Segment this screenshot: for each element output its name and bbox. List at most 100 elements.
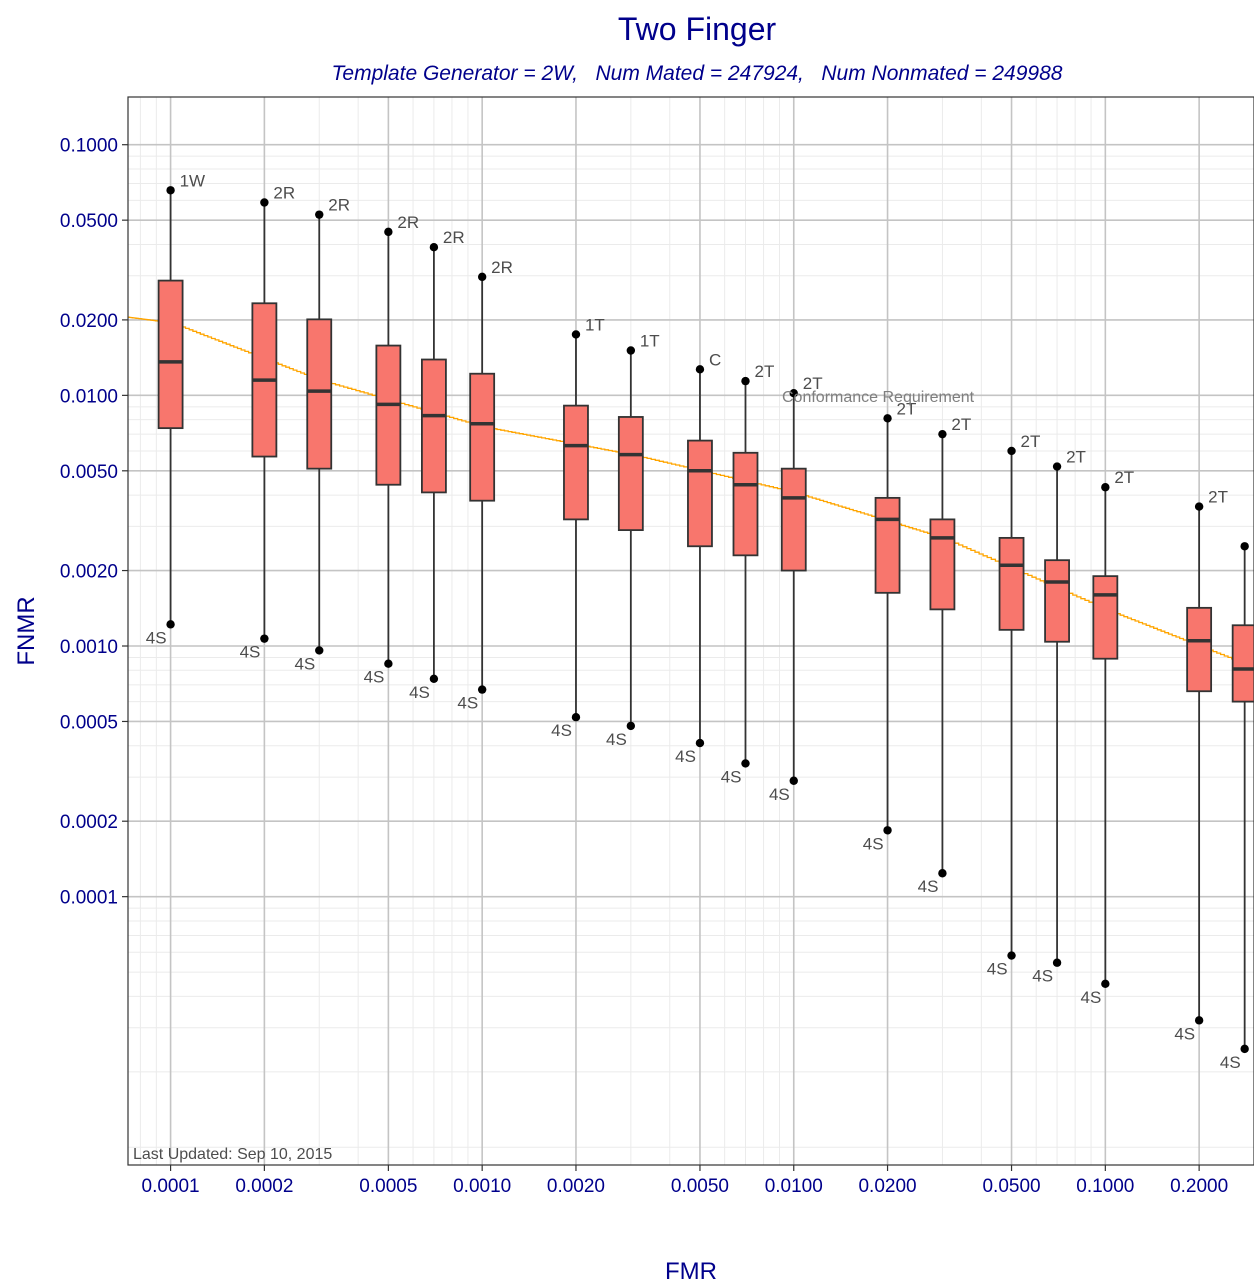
iqr-box <box>998 536 1025 631</box>
x-tick-label: 0.0001 <box>142 1176 200 1197</box>
y-tick-label: 0.0200 <box>60 311 118 332</box>
min-point-label: 4S <box>863 834 884 853</box>
last-updated-note: Last Updated: Sep 10, 2015 <box>133 1146 332 1163</box>
conformance-requirement-label: Conformance Requirement <box>782 389 975 406</box>
iqr-box <box>469 372 496 502</box>
max-point-label: 1W <box>180 171 206 190</box>
min-point <box>1007 951 1016 960</box>
max-point <box>883 414 892 423</box>
max-point-label: 2T <box>897 399 917 418</box>
min-point-label: 4S <box>364 668 385 687</box>
min-point-label: 4S <box>146 628 167 647</box>
min-point <box>1101 979 1110 989</box>
y-axis-ticks: 0.1000 0.0500 0.0200 0.0100 0.0050 0.0020 0.00… <box>60 136 128 909</box>
max-point-label: 2T <box>754 362 774 381</box>
max-point-label: 2T <box>951 415 971 434</box>
y-tick-label: 0.0002 <box>60 812 118 833</box>
min-point <box>938 869 947 878</box>
iqr-box <box>375 344 402 486</box>
max-point-label: 2T <box>1066 448 1086 467</box>
y-tick-label: 0.0005 <box>60 712 118 733</box>
y-tick-label: 0.0100 <box>60 386 118 407</box>
iqr-box <box>1092 575 1119 660</box>
max-point-label: 2R <box>273 184 295 203</box>
min-point-label: 4S <box>1174 1024 1195 1043</box>
max-point <box>938 429 947 439</box>
boxplot <box>469 272 496 694</box>
y-tick-label: 0.0500 <box>60 211 118 232</box>
iqr-box <box>563 404 589 521</box>
max-point-label: C <box>709 350 721 369</box>
min-point <box>384 659 393 668</box>
min-point-label: 4S <box>606 730 627 749</box>
y-tick-label: 0.0050 <box>60 462 118 483</box>
max-point-label: 2R <box>328 196 350 215</box>
x-axis-ticks: 0.0001 0.0002 0.0005 0.0010 0.0020 0.0050 0.01… <box>142 1165 1228 1197</box>
min-point <box>571 712 581 722</box>
iqr-box <box>929 518 956 611</box>
x-tick-label: 0.0200 <box>858 1176 916 1197</box>
max-point-label: 2R <box>491 258 513 277</box>
iqr-box <box>1231 624 1254 703</box>
max-point-label: 2T <box>803 374 823 393</box>
x-tick-label: 0.1000 <box>1076 1176 1134 1197</box>
min-point <box>695 738 705 748</box>
min-point <box>883 826 892 835</box>
plot-border <box>127 96 1254 1166</box>
max-point <box>695 365 705 374</box>
iqr-box <box>780 467 807 572</box>
boxplot <box>1186 502 1213 1025</box>
y-tick-label: 0.0001 <box>60 888 118 909</box>
min-point-label: 4S <box>457 694 478 713</box>
boxplot <box>375 227 402 668</box>
boxplot <box>251 198 278 643</box>
boxplot <box>998 446 1025 960</box>
max-point-label: 2R <box>397 213 419 232</box>
max-point <box>626 346 636 355</box>
max-point <box>1007 446 1016 456</box>
iqr-box <box>617 416 644 532</box>
min-point-label: 4S <box>1081 988 1102 1007</box>
min-point <box>315 646 324 655</box>
y-tick-label: 0.1000 <box>60 136 118 157</box>
boxplot <box>1044 462 1070 967</box>
max-point <box>571 330 581 339</box>
min-point-label: 4S <box>409 683 430 702</box>
boxplot <box>1231 542 1254 1054</box>
min-point <box>626 721 636 731</box>
boxplot <box>780 389 807 785</box>
min-point-label: 4S <box>1032 967 1053 986</box>
x-tick-label: 0.0005 <box>359 1176 417 1197</box>
x-tick-label: 0.0020 <box>547 1176 605 1197</box>
max-point <box>1194 502 1204 511</box>
iqr-box <box>421 358 447 494</box>
chart-subtitle: Template Generator = 2W, Num Mated = 247… <box>332 62 1063 85</box>
iqr-box <box>732 451 759 557</box>
x-tick-label: 0.0100 <box>765 1176 823 1197</box>
boxplot <box>1092 483 1119 989</box>
x-tick-label: 0.0010 <box>453 1176 511 1197</box>
x-tick-label: 0.0002 <box>235 1176 293 1197</box>
max-point <box>384 227 393 237</box>
boxplot <box>929 429 956 878</box>
min-point <box>477 685 487 694</box>
x-tick-label: 0.2000 <box>1170 1176 1228 1197</box>
iqr-box <box>306 318 333 470</box>
min-point <box>1240 1044 1249 1054</box>
chart-title: Two Finger <box>618 11 777 47</box>
boxplot <box>421 243 447 683</box>
max-point <box>429 243 439 252</box>
max-point-label: 2T <box>1021 432 1041 451</box>
boxplot <box>874 414 901 835</box>
min-point-label: 4S <box>918 877 939 896</box>
min-point <box>741 759 750 768</box>
min-point <box>1194 1016 1204 1025</box>
extreme-point-labels: 1W 4S 2R 4S 2R 4S 2R 4S 2R 4S 2R 4S 1T 4S 1T 4S C 4S 2T 4S 2… <box>146 171 1254 1072</box>
y-tick-label: 0.0010 <box>60 637 118 658</box>
min-point <box>429 674 439 683</box>
boxplot <box>732 376 759 768</box>
x-tick-label: 0.0500 <box>982 1176 1040 1197</box>
boxplots <box>157 186 1254 1054</box>
min-point <box>166 620 175 629</box>
